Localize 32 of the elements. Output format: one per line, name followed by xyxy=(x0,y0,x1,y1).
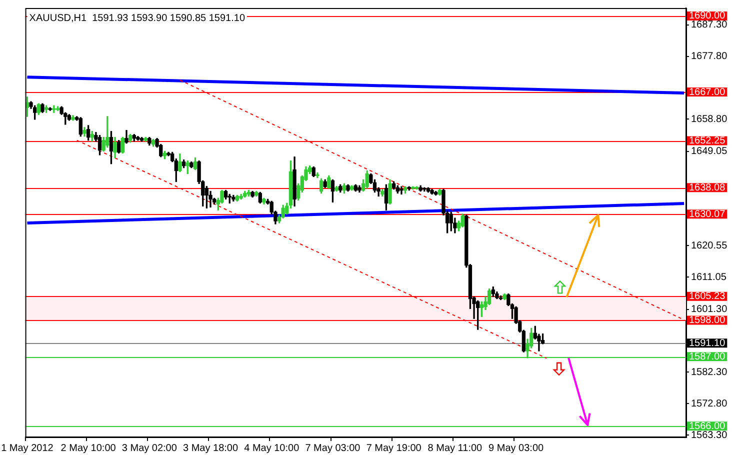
y-tick-label: 1563.30 xyxy=(691,430,728,441)
ref-line-label: 1587.00 xyxy=(689,351,726,362)
x-tick-label: 9 May 03:00 xyxy=(488,442,544,454)
x-tick-label: 3 May 02:00 xyxy=(122,442,178,454)
y-tick-label: 1687.30 xyxy=(691,20,728,31)
y-tick-label: 1582.30 xyxy=(691,366,728,378)
y-tick-label: 1620.55 xyxy=(691,240,728,252)
y-tick-label: 1611.05 xyxy=(691,272,727,283)
ref-line-label: 1566.00 xyxy=(689,420,726,432)
ref-line-label: 1605.23 xyxy=(689,291,726,302)
candlestick xyxy=(52,105,56,113)
ref-line-label: 1591.10 xyxy=(689,338,726,349)
y-tick-label: 1601.30 xyxy=(691,304,728,316)
ref-line-label: 1630.07 xyxy=(689,208,726,220)
x-tick-label: 2 May 10:00 xyxy=(60,442,116,454)
y-tick-label: 1677.80 xyxy=(691,51,728,62)
x-tick-label: 8 May 11:00 xyxy=(428,442,483,454)
ref-line-label: 1652.25 xyxy=(689,136,726,147)
candlestick xyxy=(400,186,404,195)
y-tick-label: 1572.80 xyxy=(691,398,728,410)
x-tick-label: 7 May 03:00 xyxy=(305,442,361,454)
text: XAUUSD,H1 1591.93 1593.90 1590.85 1591.10 xyxy=(29,12,246,24)
ref-line-label: 1638.08 xyxy=(689,182,726,194)
y-tick-label: 1658.80 xyxy=(691,114,728,125)
ref-line-label: 1598.00 xyxy=(689,314,726,326)
x-tick-label: 7 May 19:00 xyxy=(366,442,422,454)
x-tick-label: 3 May 18:00 xyxy=(182,442,238,454)
x-tick-label: 4 May 10:00 xyxy=(244,442,300,454)
ref-line-label: 1690.00 xyxy=(689,10,726,22)
ref-line-label: 1667.00 xyxy=(689,86,726,98)
x-tick-label: 1 May 2012 xyxy=(1,442,54,454)
y-tick-label: 1649.05 xyxy=(691,146,728,158)
